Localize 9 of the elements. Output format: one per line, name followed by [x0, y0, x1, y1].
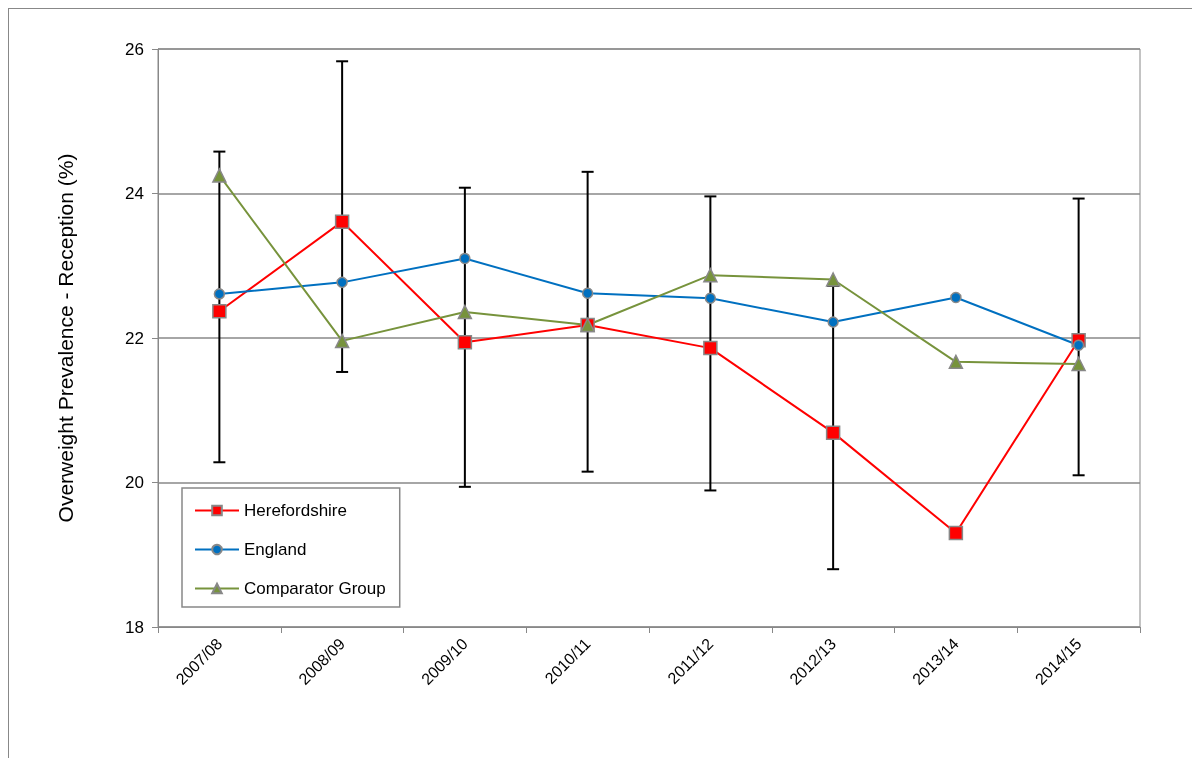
legend-label: Herefordshire [244, 501, 347, 520]
y-tick-label: 22 [125, 328, 144, 348]
y-tick-label: 18 [125, 617, 144, 637]
y-tick-label: 24 [125, 184, 144, 203]
legend-label: Comparator Group [244, 579, 386, 598]
y-axis-title: Overweight Prevalence - Reception (%) [54, 153, 77, 523]
y-tick-label: 26 [125, 39, 144, 59]
legend-label: England [244, 540, 307, 559]
y-tick-label: 20 [125, 473, 144, 492]
